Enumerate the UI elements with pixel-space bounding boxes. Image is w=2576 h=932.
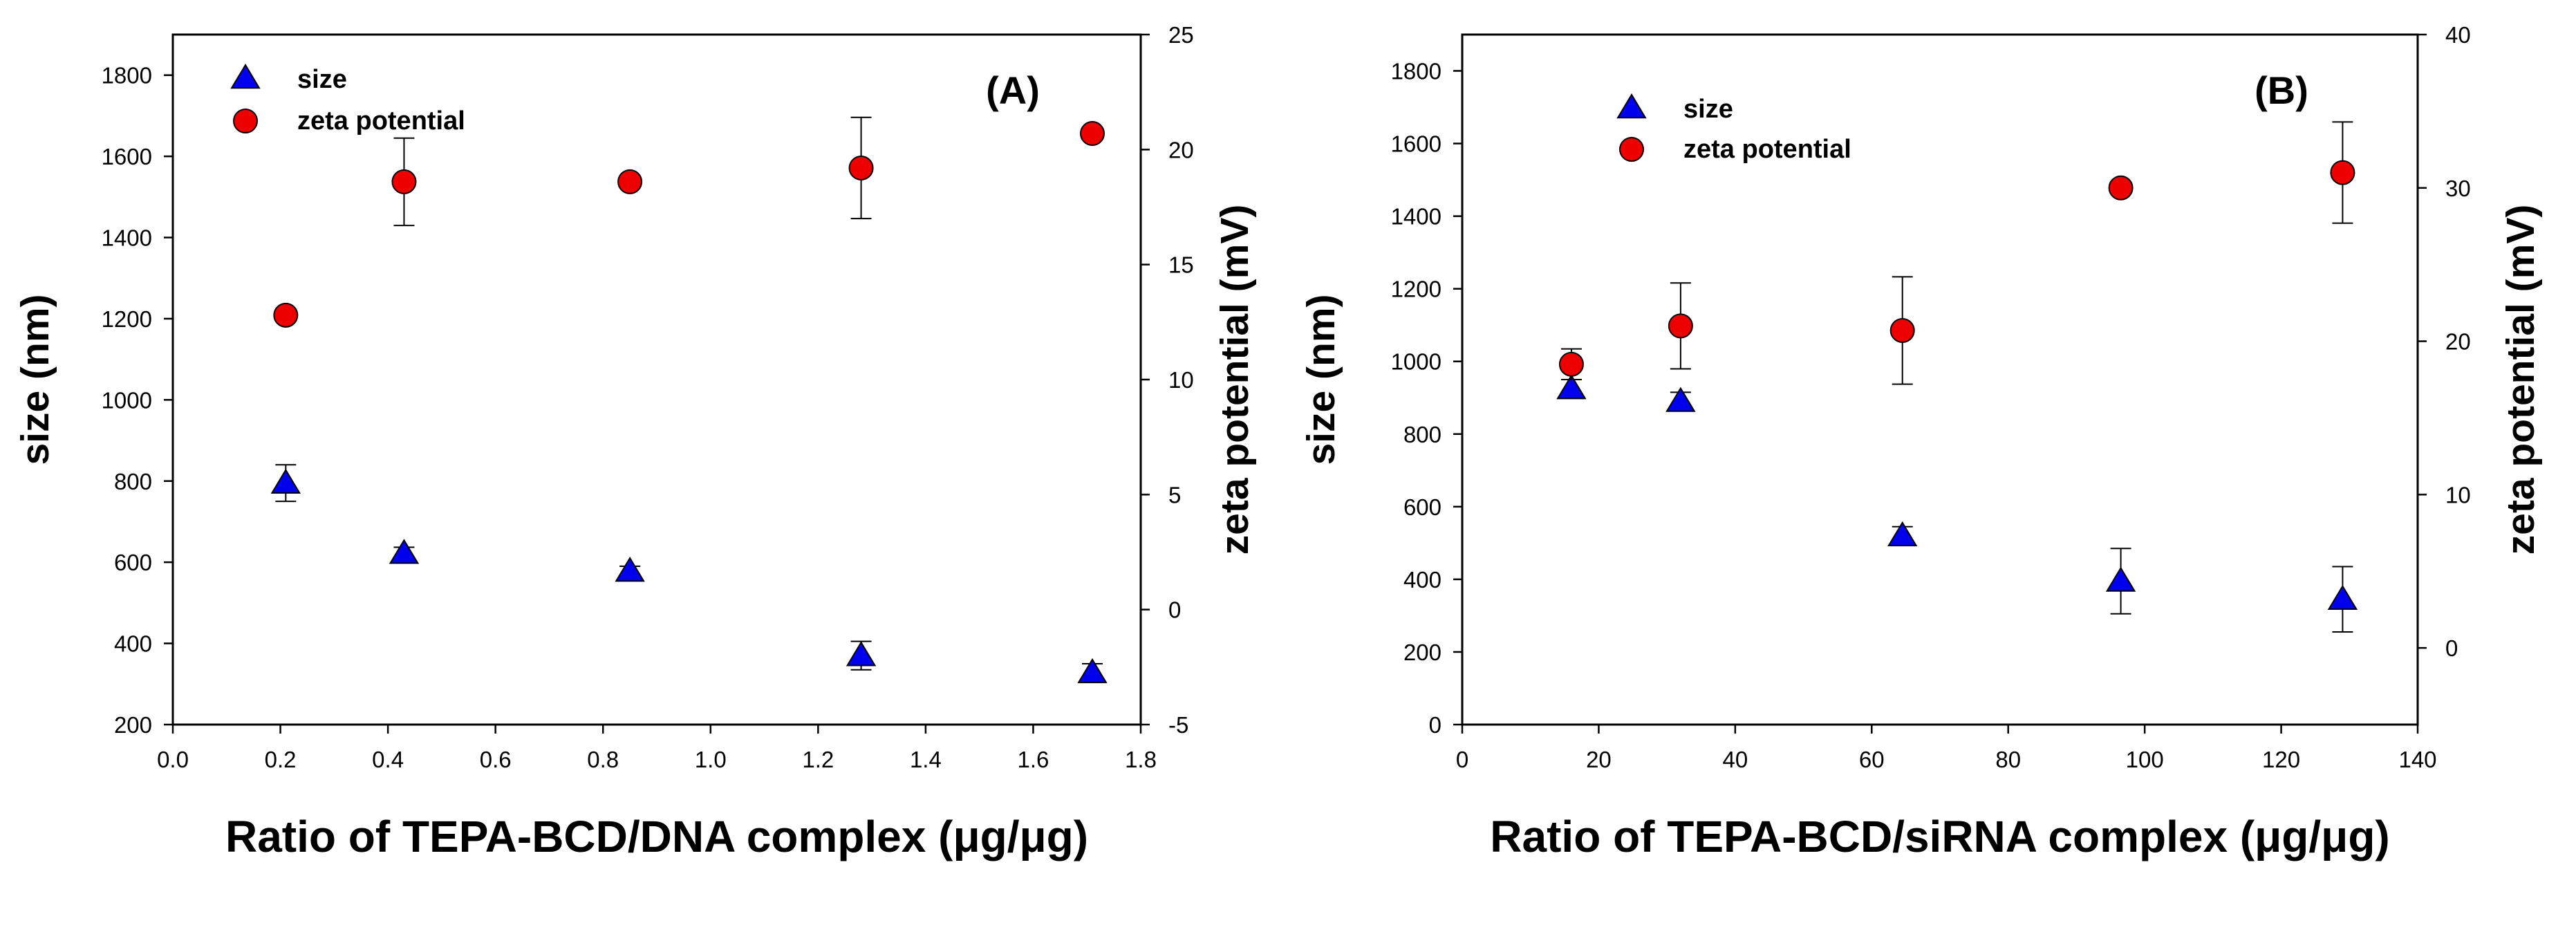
data-point-size bbox=[846, 641, 877, 667]
series-size bbox=[1556, 374, 2358, 633]
chart-panel-a: 0.0 0.2 0.4 0.6 0.8 1.0 1.2 1.4 1.6 1.82004006008… bbox=[13, 22, 1257, 861]
y-tick-label: 1200 bbox=[1391, 277, 1441, 302]
data-point-zeta bbox=[1558, 351, 1584, 377]
x-tick-label: 0.0 bbox=[157, 747, 189, 772]
y-tick-label: 600 bbox=[114, 550, 152, 575]
x-tick-label: 1.4 bbox=[910, 747, 942, 772]
x-tick-label: 20 bbox=[1586, 747, 1612, 772]
x-tick-label: 0.4 bbox=[372, 747, 404, 772]
y-tick-label: 400 bbox=[1403, 567, 1441, 593]
legend-circle-marker bbox=[1619, 137, 1644, 162]
y-tick-label: 1400 bbox=[102, 225, 152, 251]
data-point-size bbox=[1887, 521, 1918, 547]
panel-label: (A) bbox=[986, 68, 1040, 112]
y-tick-label: 1600 bbox=[102, 144, 152, 169]
y2-tick-label: 30 bbox=[2445, 176, 2471, 201]
series-zeta-potential bbox=[1558, 121, 2355, 385]
data-point-size bbox=[2327, 584, 2358, 611]
y-tick-label: 1000 bbox=[102, 387, 152, 413]
data-point-size bbox=[615, 557, 645, 582]
y2-tick-label: 10 bbox=[1168, 367, 1194, 393]
legend-label-zeta: zeta potential bbox=[297, 106, 465, 136]
y2-tick-label: 0 bbox=[1168, 597, 1181, 623]
y-tick-label: 200 bbox=[114, 712, 152, 738]
x-tick-label: 1.6 bbox=[1018, 747, 1049, 772]
legend-circle-marker bbox=[233, 109, 258, 133]
y-tick-label: 1600 bbox=[1391, 131, 1441, 157]
y-tick-label: 200 bbox=[1403, 640, 1441, 665]
y2-tick-label: 20 bbox=[2445, 329, 2471, 355]
y2-tick-label: 10 bbox=[2445, 482, 2471, 507]
data-point-size bbox=[2105, 566, 2136, 592]
y2-tick-label: 40 bbox=[2445, 22, 2471, 48]
data-point-zeta bbox=[2330, 160, 2355, 185]
y2-tick-label: -5 bbox=[1168, 712, 1188, 738]
legend-triangle-marker bbox=[230, 64, 261, 89]
data-point-size bbox=[270, 468, 301, 494]
data-point-size bbox=[1556, 374, 1587, 400]
data-point-size bbox=[1077, 658, 1108, 684]
y-tick-label: 1200 bbox=[102, 306, 152, 332]
y-tick-label: 600 bbox=[1403, 494, 1441, 520]
x-tick-label: 0 bbox=[1456, 747, 1468, 772]
data-point-zeta bbox=[1668, 313, 1693, 339]
y-tick-label: 1800 bbox=[102, 63, 152, 88]
x-tick-label: 0.2 bbox=[265, 747, 297, 772]
data-point-zeta bbox=[1889, 318, 1915, 344]
x-tick-label: 140 bbox=[2398, 747, 2436, 772]
x-tick-label: 1.8 bbox=[1125, 747, 1157, 772]
y-tick-label: 0 bbox=[1429, 712, 1441, 738]
x-axis-title: Ratio of TEPA-BCD/DNA complex (μg/μg) bbox=[225, 812, 1088, 861]
plot-frame bbox=[171, 33, 1142, 726]
y2-tick-label: 20 bbox=[1168, 137, 1194, 162]
legend-label-size: size bbox=[1683, 95, 1733, 124]
y-tick-label: 800 bbox=[1403, 422, 1441, 447]
x-tick-label: 1.2 bbox=[802, 747, 834, 772]
y2-tick-label: 5 bbox=[1168, 482, 1181, 507]
legend-triangle-marker bbox=[1616, 93, 1647, 119]
y-tick-label: 800 bbox=[114, 469, 152, 494]
data-point-zeta bbox=[848, 155, 874, 180]
y2-tick-label: 0 bbox=[2445, 635, 2458, 661]
data-point-zeta bbox=[1080, 121, 1105, 147]
series-size bbox=[270, 464, 1108, 684]
y-tick-label: 1000 bbox=[1391, 349, 1441, 375]
y2-axis-title: zeta potential (mV) bbox=[1213, 205, 1257, 555]
x-tick-label: 60 bbox=[1859, 747, 1885, 772]
data-point-zeta bbox=[391, 169, 417, 194]
legend: size zeta potential bbox=[1616, 93, 1851, 164]
panel-label: (B) bbox=[2255, 68, 2308, 112]
x-tick-label: 0.8 bbox=[587, 747, 619, 772]
y-axis-title: size (nm) bbox=[13, 294, 57, 465]
y2-axis-title: zeta potential (mV) bbox=[2499, 205, 2543, 555]
x-tick-label: 100 bbox=[2126, 747, 2164, 772]
series-zeta-potential bbox=[273, 116, 1105, 328]
x-axis-title: Ratio of TEPA-BCD/siRNA complex (μg/μg) bbox=[1490, 812, 2389, 861]
plot-frame bbox=[1461, 33, 2419, 726]
data-point-size bbox=[389, 539, 420, 564]
legend-label-zeta: zeta potential bbox=[1683, 135, 1851, 164]
x-tick-label: 40 bbox=[1722, 747, 1748, 772]
data-point-zeta bbox=[273, 302, 299, 328]
y-tick-label: 400 bbox=[114, 631, 152, 657]
legend: size zeta potential bbox=[230, 64, 465, 136]
y-tick-label: 1800 bbox=[1391, 59, 1441, 84]
y2-tick-label: 15 bbox=[1168, 252, 1194, 278]
x-tick-label: 80 bbox=[1995, 747, 2021, 772]
legend-label-size: size bbox=[297, 65, 347, 94]
data-point-zeta bbox=[2108, 175, 2134, 201]
x-tick-label: 120 bbox=[2262, 747, 2300, 772]
y-axis-title: size (nm) bbox=[1299, 294, 1343, 465]
x-tick-label: 0.6 bbox=[480, 747, 512, 772]
chart-panel-b: 0 20 40 60 80 100 120 1400200400600800100012001… bbox=[1299, 22, 2543, 861]
y-tick-label: 1400 bbox=[1391, 204, 1441, 230]
y2-tick-label: 25 bbox=[1168, 22, 1194, 48]
data-point-size bbox=[1665, 386, 1696, 412]
data-point-zeta bbox=[617, 169, 643, 194]
x-tick-label: 1.0 bbox=[695, 747, 727, 772]
